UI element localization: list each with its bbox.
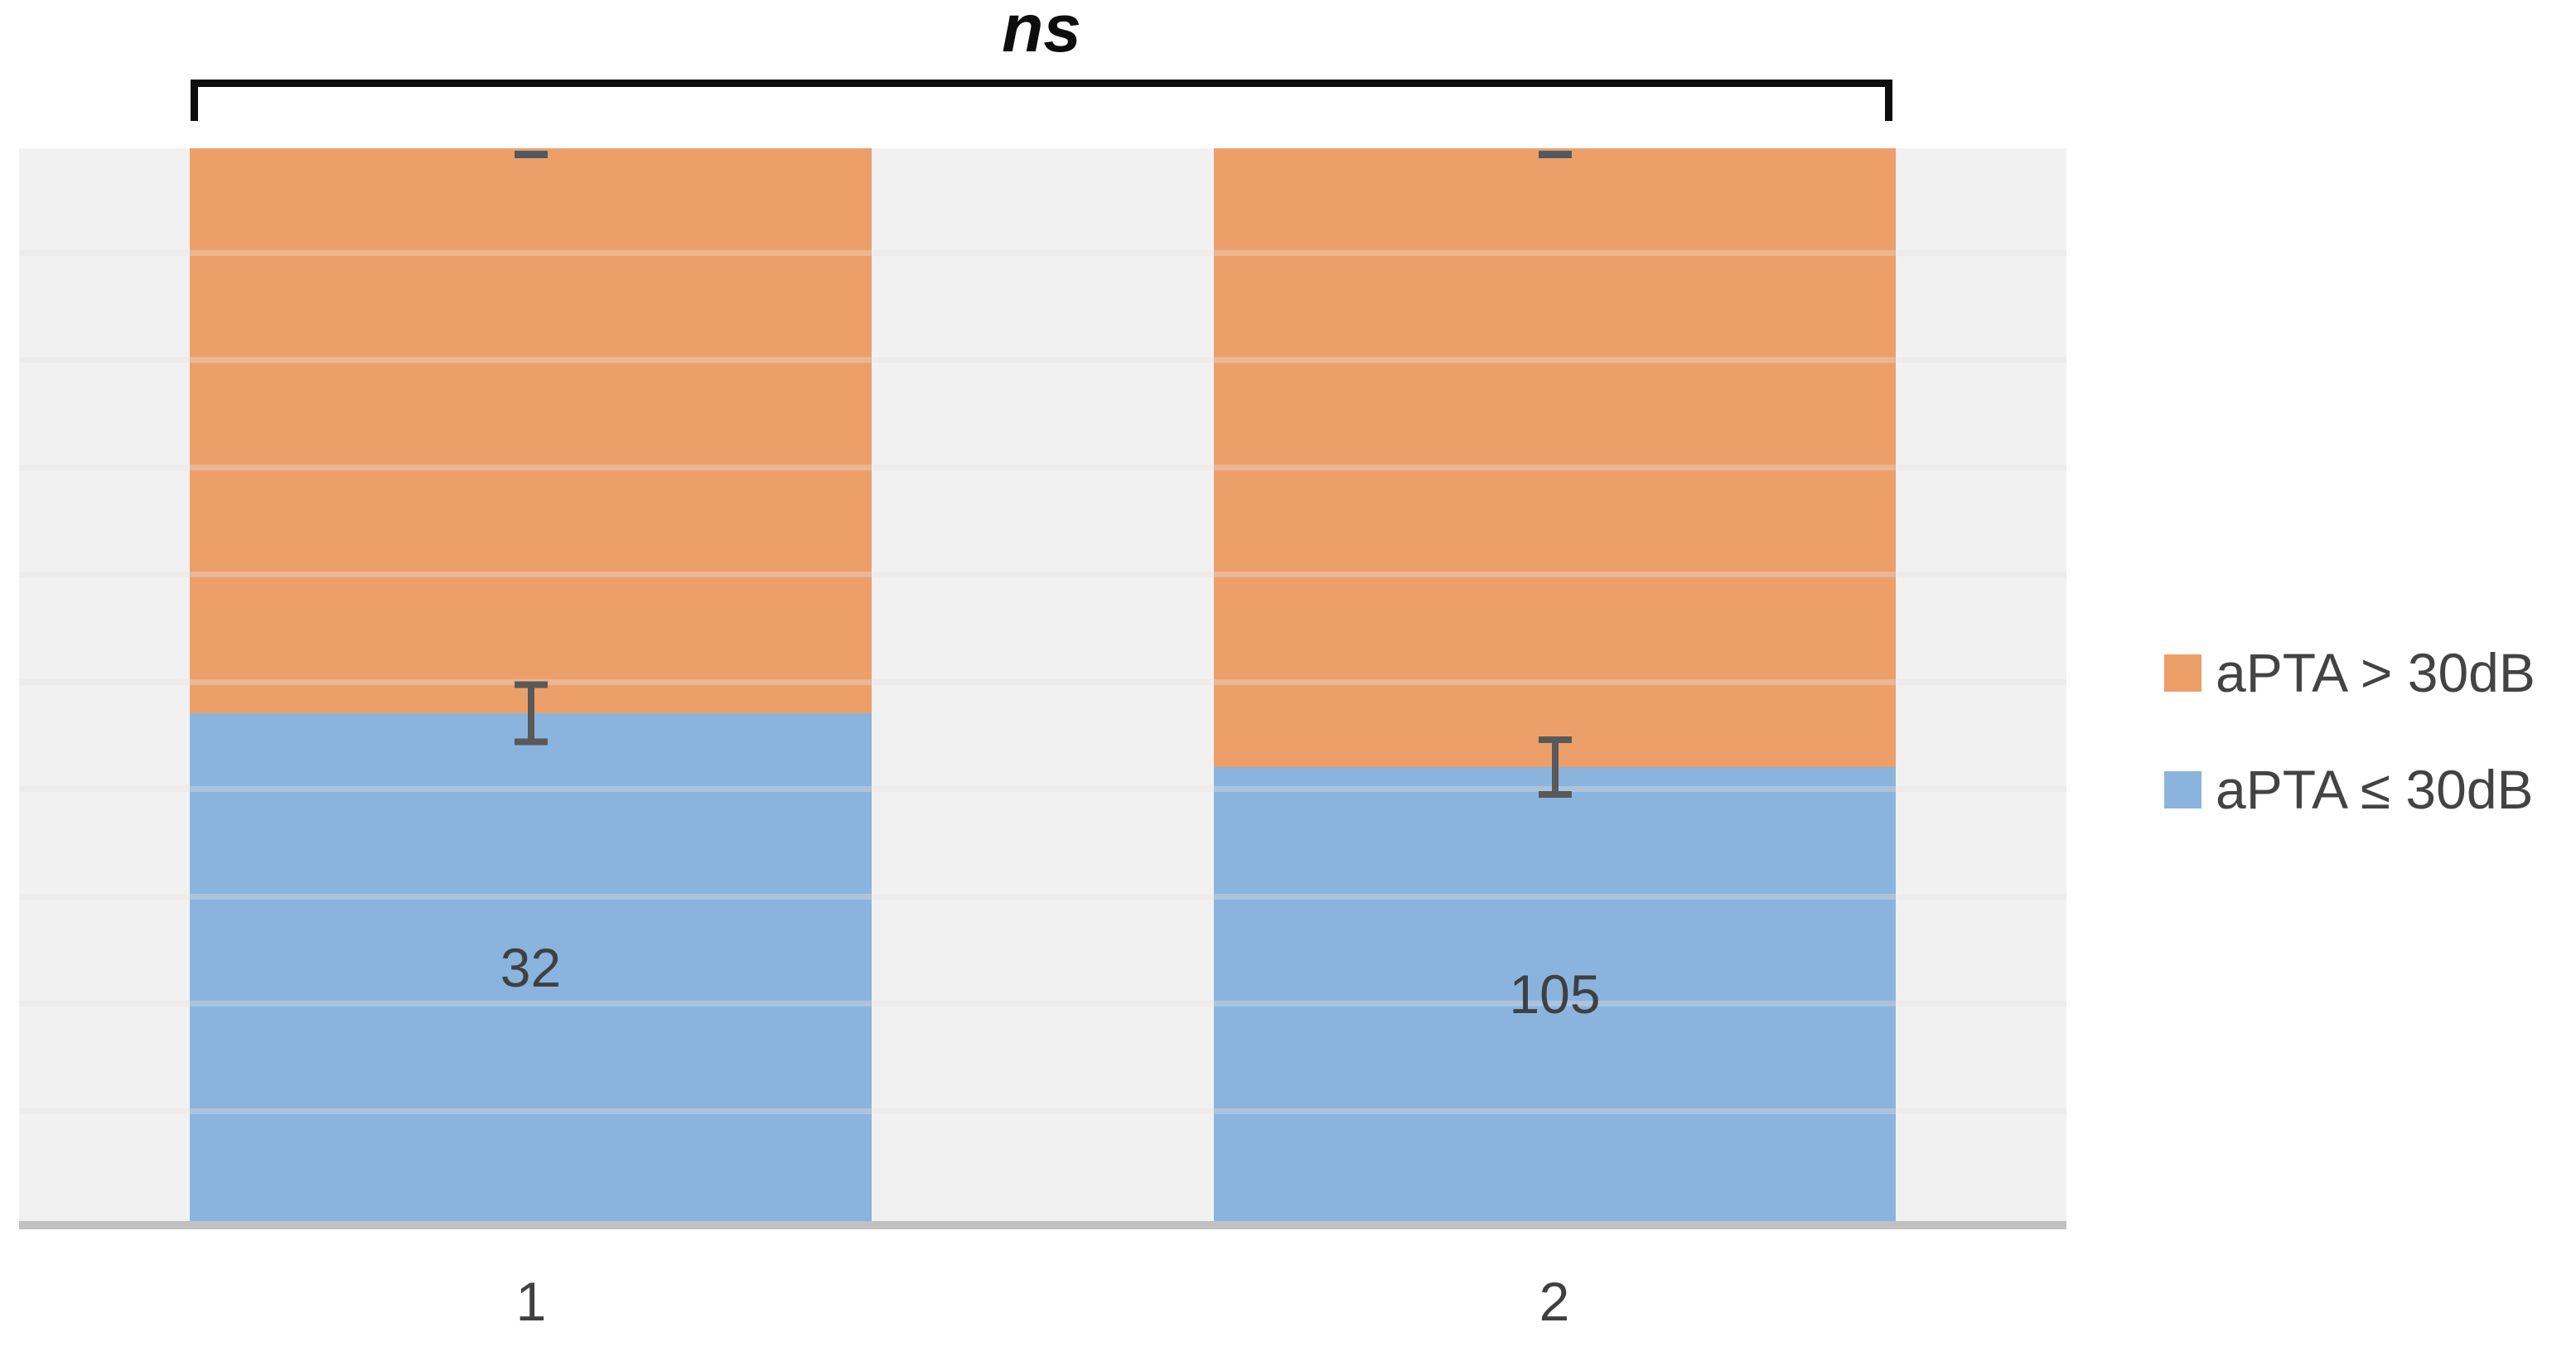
gridline	[19, 678, 2066, 685]
bar-category-1: 32	[190, 148, 872, 1221]
gridline	[19, 464, 2066, 471]
bar1-error-bar	[514, 681, 548, 746]
plot-area: 32 105	[19, 148, 2066, 1221]
gridline	[19, 786, 2066, 792]
legend: aPTA > 30dB aPTA ≤ 30dB	[2164, 645, 2535, 817]
blue-swatch-icon	[2164, 770, 2201, 808]
bar-category-2: 105	[1214, 148, 1896, 1221]
orange-swatch-icon	[2164, 654, 2201, 692]
legend-item-apta-gt-30db: aPTA > 30dB	[2164, 645, 2535, 700]
bar2-segment-apta-gt-30db	[1214, 148, 1896, 768]
x-tick-label-1: 1	[515, 1271, 547, 1332]
significance-ns-label: ns	[1002, 0, 1081, 66]
gridline	[19, 1001, 2066, 1006]
gridline	[19, 249, 2066, 256]
x-tick-label-2: 2	[1539, 1271, 1570, 1332]
bar2-value-label: 105	[1509, 963, 1601, 1026]
gridline	[19, 572, 2066, 577]
legend-label-apta-gt-30db: aPTA > 30dB	[2216, 642, 2535, 703]
bar2-segment-apta-le-30db: 105	[1214, 767, 1896, 1221]
legend-item-apta-le-30db: aPTA ≤ 30dB	[2164, 762, 2535, 817]
bar1-segment-apta-le-30db: 32	[190, 713, 872, 1221]
significance-bracket	[191, 80, 1892, 121]
bar1-top-error-cap	[514, 151, 548, 158]
legend-label-apta-le-30db: aPTA ≤ 30dB	[2216, 759, 2534, 820]
gridline	[19, 893, 2066, 900]
bar2-top-error-cap	[1538, 151, 1572, 158]
gridline	[19, 357, 2066, 363]
x-axis-line	[19, 1221, 2066, 1229]
bar1-segment-apta-gt-30db	[190, 148, 872, 714]
bar1-value-label: 32	[500, 936, 562, 998]
bar2-error-bar	[1538, 736, 1572, 799]
gridline	[19, 1108, 2066, 1114]
